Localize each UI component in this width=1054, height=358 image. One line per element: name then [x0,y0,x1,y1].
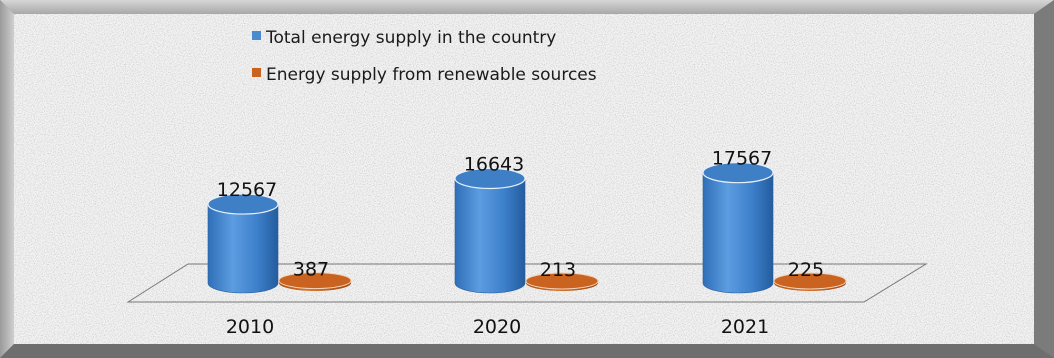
bar-total-2020 [454,167,526,294]
chart-labels: 12567 387 2010 16643 213 2020 17567 225 2021 [217,148,824,338]
frame-bevel-right [1034,0,1054,358]
frame-bevel-bottom [0,344,1054,358]
legend-label-total: Total energy supply in the country [265,28,556,48]
bar-renewable-2020 [525,272,599,291]
frame-bevel-top [0,0,1054,14]
data-label-renewable-2021: 225 [788,259,824,281]
chart-floor [126,263,928,303]
legend: Total energy supply in the country Energ… [252,28,597,85]
bar-total-2010 [207,193,279,294]
frame-bevel-left [0,0,14,358]
chart-marks [207,162,847,294]
legend-swatch-renewable [252,68,261,77]
data-label-total-2010: 12567 [217,179,277,201]
bar-renewable-2021 [773,272,847,291]
data-label-renewable-2010: 387 [293,259,329,281]
data-label-total-2021: 17567 [712,148,772,170]
legend-label-renewable: Energy supply from renewable sources [266,65,597,85]
data-label-renewable-2020: 213 [540,259,576,281]
legend-swatch-total [252,31,261,40]
x-tick-2020: 2020 [473,316,521,338]
x-tick-2021: 2021 [721,316,769,338]
bar-total-2021 [702,162,774,294]
x-tick-2010: 2010 [226,316,274,338]
data-label-total-2020: 16643 [464,153,524,175]
bar-renewable-2010 [278,272,352,291]
